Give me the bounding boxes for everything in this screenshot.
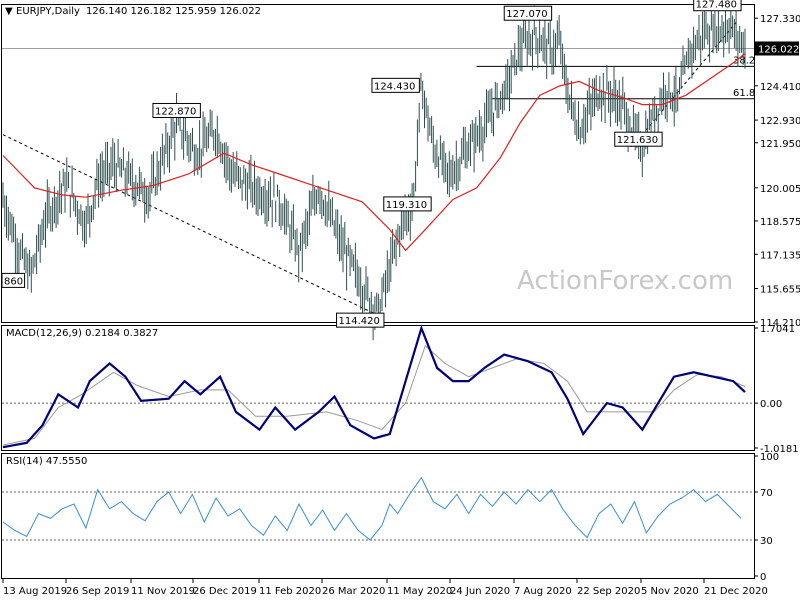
macd-line — [2, 324, 746, 449]
price-axis-label: 120.005 — [760, 184, 800, 195]
price-annotation-box — [503, 5, 553, 21]
price-axis-label: 118.575 — [760, 217, 800, 228]
last-price-label: 126.022 — [758, 44, 799, 55]
price-annotation-label: 119.310 — [386, 200, 427, 211]
macd-axis-label: 0.00 — [760, 399, 782, 410]
price-annotation-label: 124.430 — [374, 81, 415, 92]
x-axis-label: 7 Aug 2020 — [514, 586, 572, 597]
price-layer: 38.2 61.8 860 122.870 114.420 124.430 119.310 1… — [1, 0, 755, 341]
macd-title: MACD(12,26,9) 0.2184 0.3827 — [6, 328, 158, 339]
price-axis-label: 115.655 — [760, 285, 800, 296]
macd-axis-label: -1.0181 — [760, 444, 799, 455]
price-axis-label: 114.210 — [760, 318, 800, 329]
price-axis-label: 124.410 — [760, 82, 800, 93]
price-annotation-box — [383, 196, 432, 212]
macd-signal-line — [2, 344, 746, 446]
price-annotation-label: 114.420 — [339, 316, 380, 327]
price-annotation-label: 127.480 — [696, 0, 737, 11]
x-axis-label: 22 Sep 2020 — [577, 586, 640, 597]
trendline-down — [2, 134, 379, 316]
price-annotation-box — [336, 312, 385, 328]
price-annotation-box — [152, 102, 201, 118]
ohlc-header: 126.140 126.182 125.959 126.022 — [86, 6, 261, 17]
x-axis-label: 13 Aug 2019 — [3, 586, 67, 597]
fib-level-label: 38.2 — [733, 55, 755, 66]
moving-average-line — [2, 53, 746, 252]
last-price-badge — [755, 41, 799, 56]
x-axis-label: 11 Nov 2019 — [131, 586, 195, 597]
rsi-title: RSI(14) 47.5550 — [6, 456, 87, 467]
rsi-panel-frame — [1, 453, 755, 579]
x-axis-label: 11 May 2020 — [387, 586, 452, 597]
rsi-axis-label: 100 — [760, 452, 779, 463]
rsi-axis-label: 70 — [760, 488, 773, 499]
rsi-axis-label: 0 — [760, 572, 766, 583]
macd-panel-frame — [1, 325, 755, 451]
x-axis-label: 21 Dec 2020 — [704, 586, 768, 597]
price-annotation-label: 122.870 — [155, 106, 196, 117]
price-annotation-box — [371, 77, 420, 93]
rsi-layer — [2, 476, 754, 541]
price-annotation-box — [1, 272, 26, 288]
x-axis-label: 5 Nov 2020 — [641, 586, 699, 597]
price-axis-label: 121.950 — [760, 139, 800, 150]
price-axis-label: 127.330 — [760, 14, 800, 25]
axis-layer: 127.330 124.410 122.930 121.950 120.005 118.5… — [2, 14, 800, 597]
price-annotation-label: 121.630 — [617, 135, 658, 146]
watermark: ActionForex.com — [517, 266, 733, 296]
chart-title: EURJPY,Daily — [16, 6, 80, 17]
x-axis-label: 26 Sep 2019 — [66, 586, 129, 597]
chart-title-dropdown-icon[interactable]: ▼ — [5, 6, 13, 17]
rsi-line — [2, 476, 742, 541]
price-annotation-label: 127.070 — [506, 9, 547, 20]
price-annotation-label: 860 — [4, 276, 23, 287]
x-axis-label: 26 Dec 2019 — [193, 586, 257, 597]
price-annotation-box — [693, 0, 742, 12]
x-axis-label: 26 Mar 2020 — [322, 586, 385, 597]
price-axis-label: 122.930 — [760, 116, 800, 127]
rsi-axis-label: 30 — [760, 536, 773, 547]
price-axis-label: 117.135 — [760, 250, 800, 261]
price-annotation-box — [614, 131, 663, 147]
fib-level-label: 61.8 — [733, 88, 755, 99]
x-axis-label: 11 Feb 2020 — [259, 586, 321, 597]
macd-layer — [2, 324, 754, 449]
macd-axis-label: 1.7041 — [760, 324, 795, 335]
x-axis-label: 24 Jun 2020 — [450, 586, 510, 597]
